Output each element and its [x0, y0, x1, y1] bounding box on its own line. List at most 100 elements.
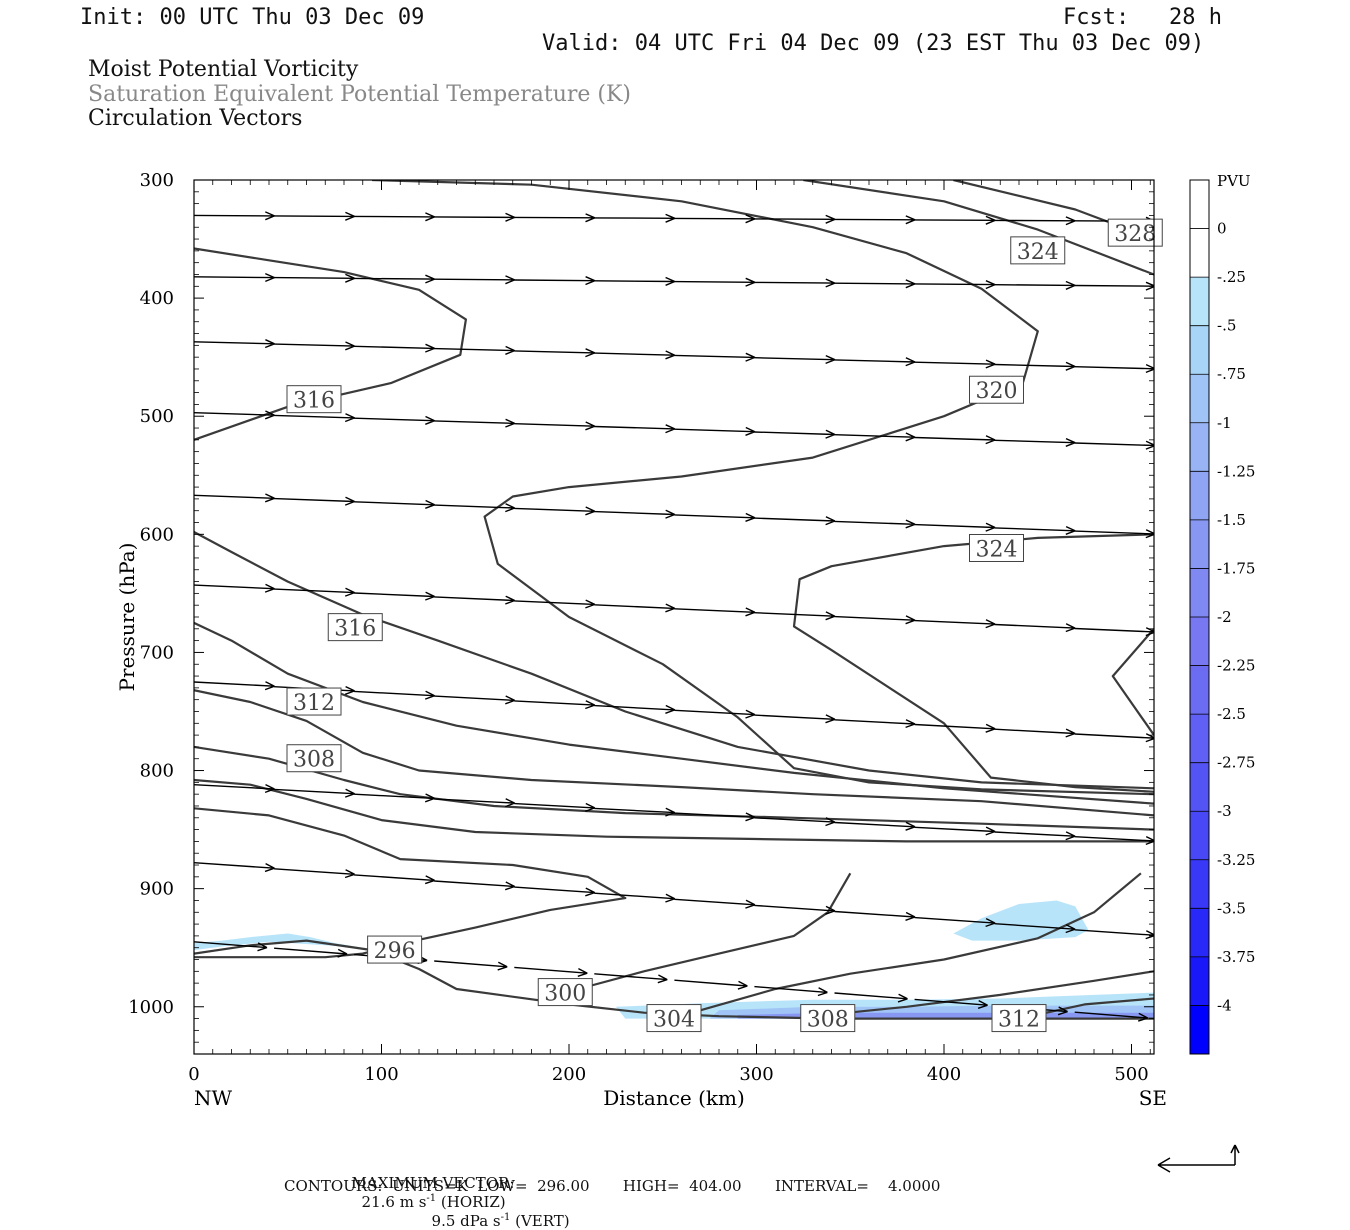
- circulation-vector-30: [674, 352, 756, 362]
- svg-text:324: 324: [1017, 240, 1059, 265]
- horiz-exponent: -1: [426, 1193, 437, 1204]
- circulation-vector-17: [594, 276, 676, 286]
- colorbar-cell-4: [1190, 422, 1209, 472]
- colorbar-label-14: -3.5: [1217, 899, 1246, 917]
- colorbar-label-9: -2.25: [1217, 657, 1255, 675]
- circulation-vector-90: [674, 812, 756, 822]
- svg-text:316: 316: [293, 389, 335, 414]
- contour-label-8: 296: [367, 935, 423, 964]
- circulation-vector-54: [674, 512, 756, 522]
- circulation-vector-77: [594, 704, 676, 714]
- svg-text:316: 316: [334, 617, 376, 642]
- colorbar-cell-16: [1190, 1005, 1209, 1055]
- circulation-vector-94: [994, 831, 1076, 841]
- svg-text:328: 328: [1114, 222, 1156, 247]
- circulation-vector-99: [434, 880, 516, 891]
- circulation-vector-50: [354, 499, 435, 509]
- circulation-vector-75: [434, 695, 516, 705]
- contour-label-0: 328: [1107, 218, 1163, 247]
- colorbar-label-7: -1.75: [1217, 559, 1255, 577]
- circulation-vector-36: [194, 410, 275, 420]
- contour-label-3: 316: [286, 385, 342, 414]
- x-axis-title: Distance (km): [603, 1086, 745, 1110]
- circulation-vector-85: [274, 788, 355, 798]
- circulation-vector-114: [674, 979, 748, 990]
- circulation-vector-105: [914, 916, 996, 928]
- circulation-vector-0: [194, 211, 275, 221]
- theta-contour-10: [194, 778, 1154, 843]
- svg-text:296: 296: [374, 939, 416, 964]
- circulation-vector-104: [834, 910, 916, 921]
- colorbar-cell-8: [1190, 617, 1209, 667]
- y-tick-label-6: 900: [140, 879, 174, 900]
- theta-contour-14: [699, 872, 1142, 1012]
- circulation-vector-19: [754, 278, 836, 288]
- y-tick-label-2: 500: [140, 406, 174, 427]
- circulation-vector-40: [514, 421, 596, 431]
- pv-region-0: [194, 933, 363, 951]
- circulation-vector-23: [1074, 281, 1154, 291]
- colorbar-cell-3: [1190, 374, 1209, 424]
- x-tick-label-0: 0: [188, 1064, 199, 1085]
- circulation-vector-119: [1074, 1011, 1149, 1022]
- svg-text:304: 304: [653, 1008, 695, 1033]
- circulation-vector-8: [834, 215, 916, 225]
- reference-vector: [1157, 1144, 1240, 1173]
- circulation-vector-16: [514, 276, 596, 286]
- colorbar-label-1: -.25: [1217, 268, 1246, 286]
- colorbar-cell-12: [1190, 811, 1209, 861]
- circulation-vector-14: [354, 274, 435, 284]
- contour-label-11: 308: [800, 1004, 856, 1033]
- circulation-vector-26: [354, 343, 435, 353]
- circulation-vector-80: [834, 719, 916, 729]
- colorbar-cell-1: [1190, 277, 1209, 327]
- circulation-vector-88: [514, 802, 596, 812]
- circulation-vector-74: [354, 690, 435, 700]
- contour-label-2: 320: [969, 375, 1024, 404]
- circulation-vector-67: [754, 611, 836, 621]
- colorbar-cell-10: [1190, 714, 1209, 764]
- circulation-vector-48: [194, 493, 275, 503]
- theta-contour-7: [194, 621, 1154, 805]
- circulation-vector-69: [914, 619, 996, 629]
- svg-text:300: 300: [544, 982, 586, 1007]
- contour-label-7: 308: [286, 744, 342, 773]
- svg-text:312: 312: [293, 691, 335, 716]
- contour-label-5: 316: [327, 613, 383, 642]
- circulation-vector-63: [434, 595, 516, 605]
- field-mpv: Moist Potential Vorticity: [88, 57, 359, 82]
- circulation-vector-6: [674, 214, 756, 224]
- circulation-vector-68: [834, 615, 916, 625]
- x-tick-label-3: 300: [739, 1064, 773, 1085]
- max-vector-vert: 9.5 dPa s-1 (VERT): [431, 1212, 570, 1230]
- circulation-vector-3: [434, 212, 515, 222]
- contour-label-9: 300: [537, 978, 593, 1007]
- circulation-vector-57: [914, 522, 996, 532]
- circulation-vector-5: [594, 213, 676, 223]
- circulation-vector-70: [994, 623, 1076, 633]
- theta-contour-2: [803, 180, 1154, 276]
- circulation-vector-49: [274, 496, 355, 506]
- circulation-vector-86: [354, 793, 435, 803]
- circulation-vector-4: [514, 213, 596, 223]
- circulation-vector-37: [274, 413, 355, 423]
- circulation-vector-116: [834, 992, 908, 1003]
- theta-contour-11: [194, 807, 627, 959]
- circulation-vector-42: [674, 426, 756, 436]
- pv-region-1: [953, 900, 1089, 941]
- circulation-vector-43: [754, 429, 836, 439]
- circulation-vector-27: [434, 345, 515, 355]
- circulation-vector-81: [914, 723, 996, 733]
- contour-label-6: 312: [286, 687, 342, 716]
- x-tick-label-5: 500: [1114, 1064, 1148, 1085]
- circulation-vector-1: [274, 211, 355, 221]
- circulation-vector-66: [674, 607, 756, 617]
- circulation-vector-56: [834, 519, 916, 529]
- colorbar-label-2: -.5: [1217, 317, 1236, 335]
- init-time: Init: 00 UTC Thu 03 Dec 09: [80, 5, 425, 30]
- circulation-vector-24: [194, 339, 275, 349]
- contour-label-10: 304: [646, 1004, 702, 1033]
- colorbar-cell-top: [1190, 180, 1209, 229]
- circulation-vector-100: [514, 886, 596, 897]
